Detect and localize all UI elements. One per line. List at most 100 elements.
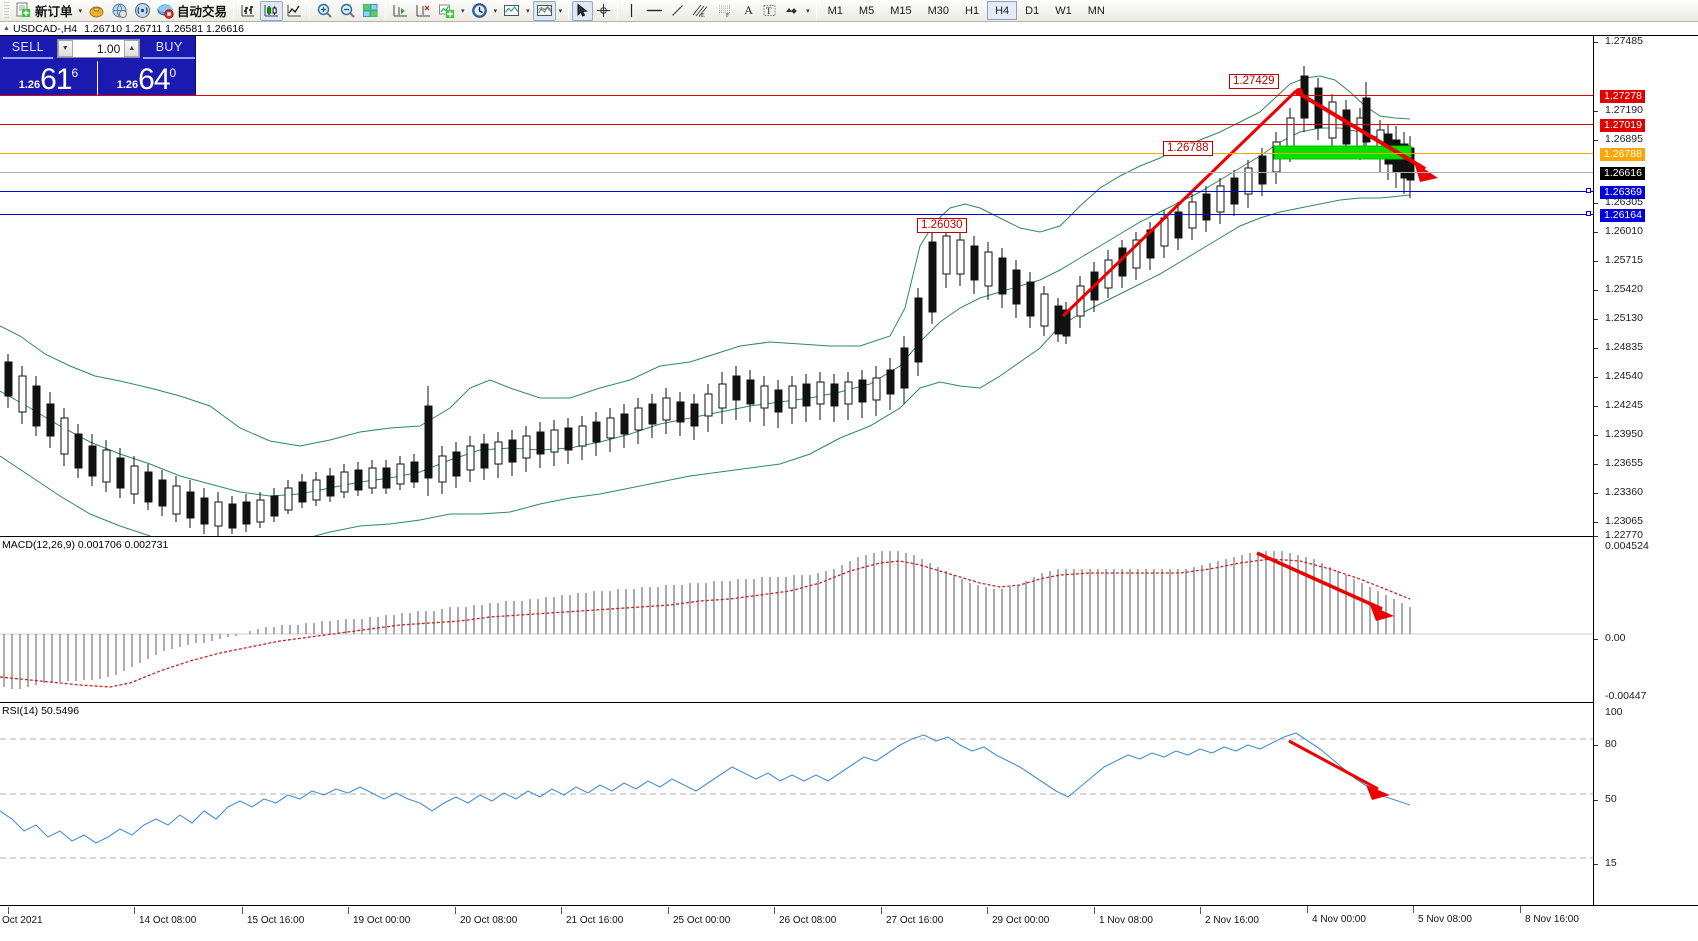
- template-icon[interactable]: [500, 1, 523, 21]
- time-tick: 19 Oct 00:00: [353, 915, 411, 926]
- svg-text:T: T: [766, 6, 772, 16]
- volume-value[interactable]: 1.00: [96, 41, 121, 56]
- volume-input[interactable]: ▼ 1.00 ▲: [56, 39, 141, 58]
- sell-price-prefix: 1.26: [18, 79, 41, 91]
- toolbar-grip[interactable]: [3, 2, 9, 19]
- chart-header: ▲ USDCAD-,H4 1.26710 1.26711 1.26581 1.2…: [0, 22, 1698, 36]
- trend-line-up: [1061, 89, 1298, 318]
- price-tag-support-2[interactable]: 1.26164: [1600, 209, 1645, 222]
- text-icon[interactable]: A: [744, 3, 753, 17]
- trend-pivot-marker: [1295, 88, 1303, 96]
- price-tick: 1.27190: [1605, 104, 1643, 116]
- pane-divider-macd: [0, 536, 1698, 537]
- timeframe-m1[interactable]: M1: [827, 4, 843, 17]
- shapes-icon[interactable]: [780, 1, 803, 21]
- buy-price-display[interactable]: 1.26 64 0: [97, 61, 195, 95]
- template-apply-icon[interactable]: [532, 0, 556, 21]
- timeframe-w1[interactable]: W1: [1055, 4, 1072, 17]
- chart-marker-icon: ▲: [3, 25, 10, 32]
- auto-trading-label[interactable]: 自动交易: [177, 5, 228, 19]
- timeframe-h1[interactable]: H1: [965, 4, 980, 17]
- macd-label: MACD(12,26,9) 0.001706 0.002731: [2, 539, 169, 551]
- time-axis[interactable]: Oct 2021 14 Oct 08:00 15 Oct 16:00 19 Oc…: [0, 905, 1698, 941]
- chart-area[interactable]: MACD(12,26,9) 0.001706 0.002731: [0, 36, 1698, 941]
- chart-shift-icon[interactable]: [412, 1, 435, 21]
- new-order-dropdown-icon[interactable]: ▾: [78, 7, 83, 15]
- price-tag-support-1[interactable]: 1.26369: [1600, 186, 1645, 199]
- price-chart-svg: [0, 66, 1438, 536]
- price-tick: 1.23655: [1605, 457, 1643, 469]
- template-apply-dropdown-icon[interactable]: ▾: [558, 7, 563, 15]
- period-dropdown-icon[interactable]: ▾: [493, 7, 498, 15]
- shapes-dropdown-icon[interactable]: ▾: [806, 7, 810, 15]
- text-label-icon[interactable]: T: [759, 1, 780, 21]
- price-tag-resistance-2[interactable]: 1.27019: [1600, 119, 1645, 132]
- svg-text:F: F: [726, 13, 730, 18]
- macd-chart-svg: [0, 551, 1593, 689]
- new-order-icon[interactable]: [12, 1, 35, 21]
- one-click-trading-panel[interactable]: SELL ▼ 1.00 ▲ BUY 1.26 61 6 1.26 64 0: [0, 36, 196, 95]
- timeframe-d1[interactable]: D1: [1025, 4, 1040, 17]
- sell-price-point: 6: [71, 66, 79, 80]
- supply-zone-rectangle: [1273, 145, 1412, 160]
- equidistant-channel-icon[interactable]: E: [688, 1, 713, 21]
- price-tick: 1.25130: [1605, 312, 1643, 324]
- toolbar-separator: [385, 2, 387, 19]
- sell-price-display[interactable]: 1.26 61 6: [0, 61, 97, 95]
- crosshair-icon[interactable]: [593, 1, 614, 21]
- timeframe-h4[interactable]: H4: [987, 1, 1018, 20]
- period-clock-icon[interactable]: [468, 1, 491, 21]
- cursor-icon[interactable]: [572, 0, 594, 21]
- signal-wave-icon[interactable]: [131, 1, 154, 21]
- price-tag-resistance-1[interactable]: 1.27278: [1600, 90, 1645, 103]
- auto-scroll-icon[interactable]: [389, 1, 412, 21]
- price-tick: 1.27485: [1605, 35, 1643, 47]
- timeframe-m5[interactable]: M5: [858, 4, 875, 17]
- macd-tick-zero: 0.00: [1605, 632, 1626, 644]
- zoom-in-icon[interactable]: [313, 1, 336, 21]
- time-tick: 2 Nov 16:00: [1205, 915, 1259, 926]
- timeframe-m30[interactable]: M30: [927, 4, 949, 17]
- volume-decrement-icon[interactable]: ▼: [57, 40, 73, 57]
- rsi-arrow-head: [1366, 785, 1390, 800]
- template-dropdown-icon[interactable]: ▾: [526, 7, 530, 15]
- volume-increment-icon[interactable]: ▲: [124, 40, 140, 57]
- buy-button[interactable]: BUY: [143, 38, 195, 59]
- bar-chart-icon[interactable]: [237, 1, 260, 21]
- rsi-pane[interactable]: RSI(14) 50.5496: [0, 703, 1593, 870]
- trade-panel-controls: SELL ▼ 1.00 ▲ BUY: [0, 36, 195, 61]
- toolbar-separator: [568, 2, 570, 19]
- new-order-label[interactable]: 新订单: [35, 5, 73, 19]
- sell-button[interactable]: SELL: [3, 38, 53, 59]
- price-annotation-low[interactable]: 1.26030: [917, 218, 967, 233]
- timeframe-mn[interactable]: MN: [1087, 4, 1105, 17]
- line-chart-icon[interactable]: [283, 1, 306, 21]
- price-tag-pivot[interactable]: 1.26788: [1600, 148, 1645, 161]
- auto-trading-icon[interactable]: [154, 1, 177, 21]
- chart-symbol-label: USDCAD-,H4: [12, 22, 78, 35]
- price-tick: 1.22770: [1605, 529, 1643, 541]
- indicator-dropdown-icon[interactable]: ▾: [461, 7, 465, 15]
- grid-tile-icon[interactable]: [359, 1, 382, 21]
- horizontal-line-icon[interactable]: [642, 1, 667, 21]
- candlestick-chart-icon[interactable]: [260, 0, 284, 21]
- rsi-line: [0, 732, 1411, 844]
- price-annotation-high[interactable]: 1.27429: [1229, 74, 1279, 89]
- price-tag-last[interactable]: 1.26616: [1600, 167, 1645, 180]
- price-axis[interactable]: 1.27485 1.27278 1.27190 1.27019 1.26895 …: [1593, 36, 1698, 905]
- trend-line-icon[interactable]: [667, 1, 688, 21]
- vertical-line-icon[interactable]: [621, 1, 642, 21]
- price-annotation-mid[interactable]: 1.26788: [1163, 141, 1213, 156]
- time-tick: 5 Nov 08:00: [1418, 914, 1472, 925]
- macd-histogram: [3, 551, 1411, 689]
- gold-bag-icon[interactable]: [85, 1, 108, 21]
- zoom-out-icon[interactable]: [336, 1, 359, 21]
- add-indicator-icon[interactable]: [435, 1, 458, 21]
- timeframe-m15[interactable]: M15: [890, 4, 912, 17]
- price-pane[interactable]: [0, 36, 1593, 536]
- time-tick: Oct 2021: [2, 915, 43, 926]
- fibonacci-icon[interactable]: F: [713, 1, 738, 21]
- chart-globe-icon[interactable]: [108, 1, 131, 21]
- macd-pane[interactable]: MACD(12,26,9) 0.001706 0.002731: [0, 537, 1593, 702]
